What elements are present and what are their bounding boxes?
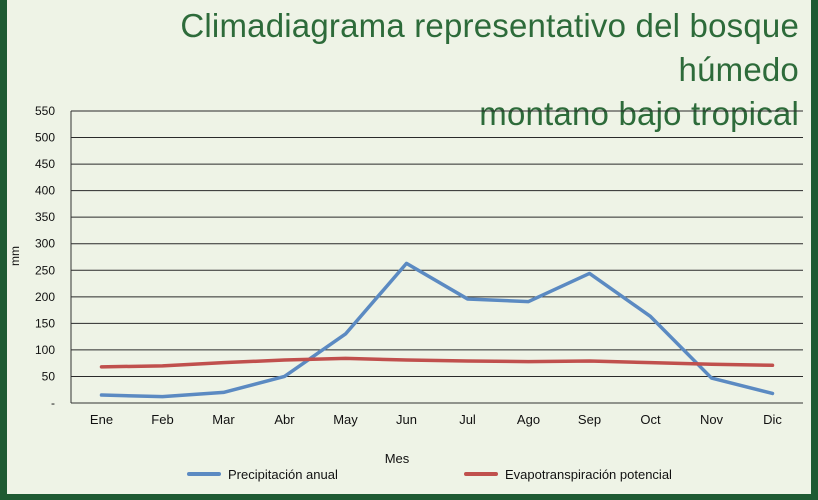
chart-panel: Climadiagrama representativo del bosque … bbox=[7, 0, 811, 494]
legend-label: Evapotranspiración potencial bbox=[505, 467, 672, 482]
chart-title-line-2: montano bajo tropical bbox=[479, 95, 799, 132]
chart-title-line-1: Climadiagrama representativo del bosque … bbox=[180, 7, 799, 88]
x-axis-label: Mes bbox=[385, 451, 410, 466]
x-tick-label: Ago bbox=[517, 412, 540, 427]
x-tick-label: Abr bbox=[274, 412, 295, 427]
x-tick-label: Jul bbox=[459, 412, 476, 427]
x-axis-ticks: Ene Feb Mar Abr May Jun Jul Ago Sep Oct Nov Dic bbox=[90, 412, 782, 427]
grid-lines bbox=[70, 110, 803, 404]
x-tick-label: Jun bbox=[396, 412, 417, 427]
series-line-2 bbox=[99, 356, 775, 369]
y-tick-label: 350 bbox=[35, 210, 55, 224]
y-tick-label: 200 bbox=[35, 290, 55, 304]
x-tick-label: May bbox=[333, 412, 358, 427]
x-tick-label: Sep bbox=[578, 412, 601, 427]
y-axis-label: mm bbox=[8, 246, 22, 266]
y-tick-label: 50 bbox=[42, 369, 56, 383]
series-lines bbox=[99, 261, 775, 399]
y-tick-label: 550 bbox=[35, 104, 55, 118]
x-tick-label: Ene bbox=[90, 412, 113, 427]
chart-title: Climadiagrama representativo del bosque … bbox=[99, 4, 799, 136]
x-tick-label: Nov bbox=[700, 412, 724, 427]
series-line-1 bbox=[99, 261, 775, 399]
y-tick-label: 300 bbox=[35, 237, 55, 251]
legend: Precipitación anual Evapotranspiración po… bbox=[187, 467, 672, 482]
y-axis-ticks: - 50 100 150 200 250 300 350 400 450 500 550 bbox=[35, 104, 55, 410]
y-tick-label: - bbox=[51, 396, 55, 410]
y-tick-label: 450 bbox=[35, 157, 55, 171]
legend-label: Precipitación anual bbox=[228, 467, 338, 482]
y-tick-label: 250 bbox=[35, 263, 55, 277]
x-tick-label: Feb bbox=[151, 412, 173, 427]
y-tick-label: 150 bbox=[35, 316, 55, 330]
x-tick-label: Dic bbox=[763, 412, 782, 427]
y-tick-label: 400 bbox=[35, 184, 55, 198]
x-tick-label: Oct bbox=[640, 412, 661, 427]
y-tick-label: 100 bbox=[35, 343, 55, 357]
y-tick-label: 500 bbox=[35, 131, 55, 145]
x-tick-label: Mar bbox=[212, 412, 235, 427]
